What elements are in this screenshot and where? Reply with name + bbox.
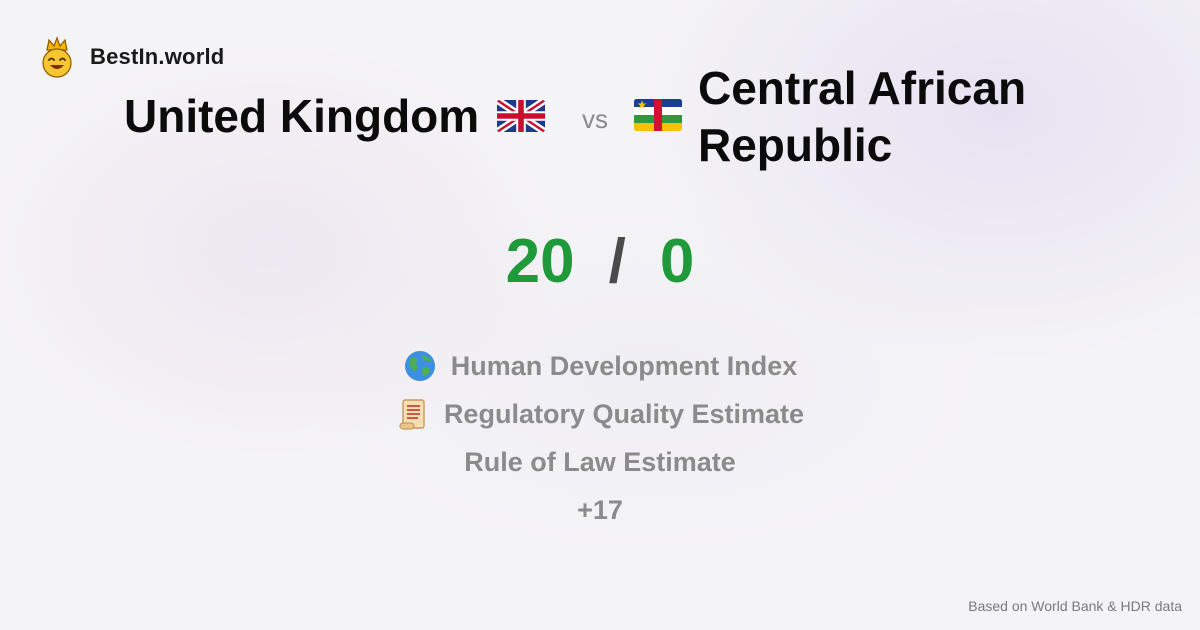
globe-icon [404,351,435,381]
score-separator: / [608,227,626,296]
score: 20 / 0 [0,226,1200,297]
data-source-note: Based on World Bank & HDR data [968,598,1182,614]
metric-label: Regulatory Quality Estimate [443,398,805,429]
country-right-name: Central African Republic [698,62,1027,171]
metric-item: Human Development Index [0,342,1200,390]
metric-label: Rule of Law Estimate [464,446,736,477]
score-left: 20 [505,227,575,296]
score-right: 0 [659,227,695,296]
brand-name: BestIn.world [90,44,225,69]
metric-label: Human Development Index [450,350,798,381]
metric-item: Regulatory Quality Estimate [0,390,1200,438]
scroll-icon [399,399,425,430]
central-african-republic-flag-icon [634,99,682,131]
country-left: United Kingdom [124,88,546,144]
brand[interactable]: BestIn.world [38,36,224,78]
vs-label: vs [582,104,608,134]
metrics-list: Human Development Index Regulatory Quali… [0,342,1200,534]
crown-smiley-icon [42,36,72,78]
uk-flag-icon [497,100,546,132]
more-metrics-count: +17 [0,486,1200,534]
metric-item: Rule of Law Estimate [0,438,1200,486]
more-label: +17 [577,494,623,525]
country-left-name: United Kingdom [124,90,480,142]
